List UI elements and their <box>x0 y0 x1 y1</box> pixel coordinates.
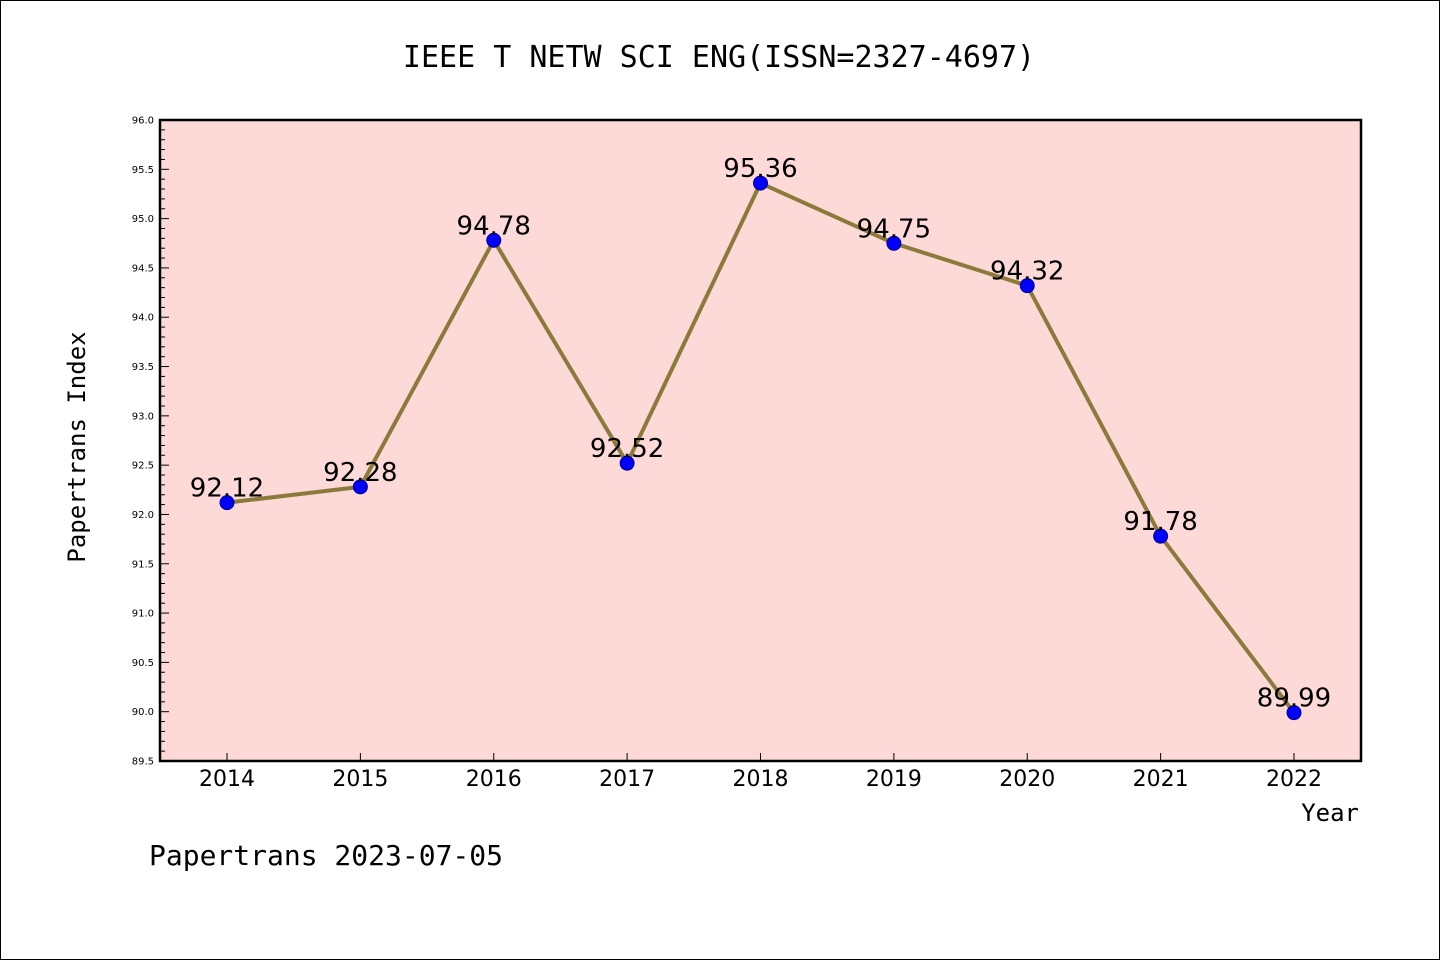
x-tick-label: 2016 <box>466 767 522 792</box>
x-tick-label: 2018 <box>733 767 789 792</box>
y-tick-label: 96.0 <box>132 116 154 127</box>
data-label: 92.28 <box>323 458 397 488</box>
y-tick-label: 93.0 <box>132 411 154 422</box>
y-tick-label: 90.5 <box>132 658 154 669</box>
data-point-marker <box>352 479 368 495</box>
y-tick-label: 95.5 <box>132 165 154 176</box>
data-point-marker <box>1153 528 1169 544</box>
data-point-marker <box>619 455 635 471</box>
marker-group <box>219 175 1302 721</box>
data-point-marker <box>486 232 502 248</box>
x-tick-label: 2021 <box>1133 767 1189 792</box>
chart-title: IEEE T NETW SCI ENG(ISSN=2327-4697) <box>403 40 1035 75</box>
data-label: 94.32 <box>990 257 1064 287</box>
data-point-marker <box>219 495 235 511</box>
y-axis-label: Papertrans Index <box>63 331 91 562</box>
y-tick-label: 89.5 <box>132 757 154 768</box>
data-label: 92.12 <box>190 474 264 504</box>
x-tick-label: 2022 <box>1266 767 1322 792</box>
y-axis: 89.5 90.0 90.5 91.0 91.5 92.0 92.5 93.0 93.5 94.0… <box>132 116 169 768</box>
y-tick-label: 91.0 <box>132 609 154 620</box>
x-tick-label: 2014 <box>199 767 255 792</box>
y-tick-label: 92.5 <box>132 461 154 472</box>
footer-text: Papertrans 2023-07-05 <box>149 839 503 872</box>
data-label-group: 92.12 92.28 94.78 92.52 95.36 94.75 94.32 91.78… <box>190 154 1331 714</box>
data-label: 94.75 <box>857 214 931 244</box>
data-label: 89.99 <box>1257 684 1331 714</box>
data-point-marker <box>1019 278 1035 294</box>
x-tick-label: 2015 <box>332 767 388 792</box>
y-tick-label: 94.5 <box>132 263 154 274</box>
data-point-marker <box>753 175 768 191</box>
y-tick-label: 93.5 <box>132 362 154 373</box>
x-axis: 2014 2015 2016 2017 2018 2019 2020 2021 2022 <box>199 753 1322 792</box>
y-tick-label: 91.5 <box>132 559 154 570</box>
y-tick-label: 90.0 <box>132 707 154 718</box>
data-point-marker <box>1286 705 1302 721</box>
data-label: 94.78 <box>457 211 531 241</box>
x-tick-label: 2019 <box>866 767 922 792</box>
data-label: 95.36 <box>723 154 797 184</box>
x-tick-label: 2020 <box>999 767 1055 792</box>
data-label: 92.52 <box>590 434 664 464</box>
x-tick-label: 2017 <box>599 767 655 792</box>
y-tick-label: 95.0 <box>132 214 154 225</box>
data-point-marker <box>886 235 902 251</box>
x-axis-label: Year <box>1301 799 1359 827</box>
data-label: 91.78 <box>1123 507 1197 537</box>
plot-area <box>158 118 1363 763</box>
y-tick-label: 94.0 <box>132 313 154 324</box>
y-tick-label: 92.0 <box>132 510 154 521</box>
